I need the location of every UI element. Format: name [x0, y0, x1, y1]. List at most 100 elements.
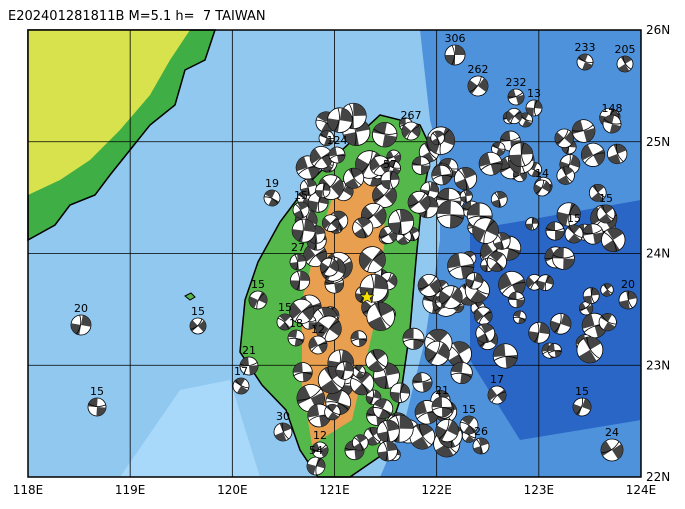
- ball-band: [324, 320, 339, 341]
- ball-band: [190, 318, 203, 330]
- ball-band: [296, 271, 300, 290]
- ball-quadrant: [601, 440, 623, 460]
- beachball: [572, 397, 592, 417]
- ball-band: [451, 45, 455, 65]
- frame: [27, 29, 642, 478]
- beachball: [366, 302, 396, 331]
- ball-band: [494, 192, 500, 208]
- ball-band: [439, 419, 450, 439]
- ball-quadrant: [411, 424, 433, 449]
- ball-quadrant: [374, 398, 392, 419]
- beachball: [472, 437, 490, 455]
- lon-label: 123E: [524, 483, 555, 497]
- ball-band: [432, 132, 440, 145]
- beachball: [352, 217, 374, 239]
- lon-label: 119E: [115, 483, 146, 497]
- ball-quadrant: [368, 302, 394, 331]
- beachball: [409, 423, 436, 450]
- ball-band: [378, 302, 391, 327]
- beachball: [289, 253, 307, 271]
- beachball: [87, 397, 107, 417]
- ball-quadrant: [310, 148, 333, 167]
- ball-band: [510, 111, 521, 123]
- beachball: [189, 317, 207, 335]
- ball-band: [604, 232, 617, 252]
- beachball: [431, 164, 452, 186]
- beachball: [465, 272, 483, 290]
- depth-label: 15: [278, 301, 292, 314]
- ball-quadrant: [71, 315, 91, 335]
- ball-band: [418, 424, 432, 446]
- ball-band: [484, 258, 488, 272]
- ball-quadrant: [345, 440, 365, 460]
- ball-band: [326, 218, 339, 231]
- ball-band: [295, 203, 303, 218]
- ball-quadrant: [493, 232, 510, 250]
- beachball: [537, 274, 554, 291]
- ball-band: [403, 338, 424, 343]
- beachball: [232, 377, 250, 395]
- beachball: [600, 283, 614, 297]
- beachball: [486, 251, 507, 272]
- depth-label: 12: [311, 323, 325, 336]
- ball-band: [478, 311, 492, 324]
- beachball: [292, 362, 313, 383]
- beachball: [358, 246, 386, 274]
- ball-band: [492, 144, 506, 150]
- beachball: [350, 330, 368, 347]
- ball-quadrant: [290, 270, 310, 291]
- depth-label: 27: [291, 241, 305, 254]
- beachball: [498, 270, 526, 299]
- ball-quadrant: [377, 441, 398, 461]
- beachball: [328, 146, 346, 164]
- depth-label: 15: [251, 278, 265, 291]
- beachball: [407, 190, 431, 214]
- ball-quadrant: [509, 142, 533, 167]
- beachball: [292, 201, 310, 219]
- ball-band: [437, 214, 464, 220]
- ball-band: [408, 193, 426, 207]
- beachball: [417, 273, 441, 297]
- ball-band: [531, 217, 535, 230]
- beachball: [70, 314, 92, 336]
- ball-quadrant: [479, 152, 503, 175]
- ball-quadrant: [303, 246, 327, 265]
- beachball: [386, 149, 402, 165]
- beachball: [352, 364, 366, 379]
- ball-band: [320, 133, 335, 140]
- depth-label: 267: [401, 109, 422, 122]
- ball-band: [487, 257, 503, 271]
- ball-band: [483, 220, 495, 244]
- ball-band: [287, 337, 304, 342]
- ball-band: [591, 287, 595, 304]
- depth-label: 20: [621, 278, 635, 291]
- ball-band: [382, 421, 389, 443]
- beachball: [372, 183, 397, 208]
- depth-label: 30: [276, 410, 290, 423]
- ball-quadrant: [408, 193, 430, 211]
- lat-label: 22N: [646, 470, 670, 484]
- depth-label: 205: [615, 43, 636, 56]
- ball-band: [88, 403, 106, 407]
- ball-band: [594, 185, 606, 198]
- ball-quadrant: [88, 398, 106, 416]
- beachball: [365, 389, 382, 406]
- beachball: [576, 336, 604, 364]
- ball-band: [463, 190, 467, 203]
- beachball: [474, 306, 493, 325]
- beachball: [436, 200, 465, 229]
- depth-label: 54: [309, 444, 323, 457]
- ball-band: [622, 56, 632, 70]
- ball-band: [480, 163, 503, 171]
- beachball: [556, 202, 581, 227]
- ball-band: [491, 391, 506, 403]
- ball-band: [544, 275, 551, 291]
- ball-band: [298, 219, 304, 242]
- beachball: [475, 323, 496, 344]
- ball-band: [373, 162, 390, 174]
- depth-label: 148: [602, 102, 623, 115]
- beachball: [450, 361, 473, 384]
- ball-band: [601, 315, 617, 325]
- ball-quadrant: [377, 420, 400, 443]
